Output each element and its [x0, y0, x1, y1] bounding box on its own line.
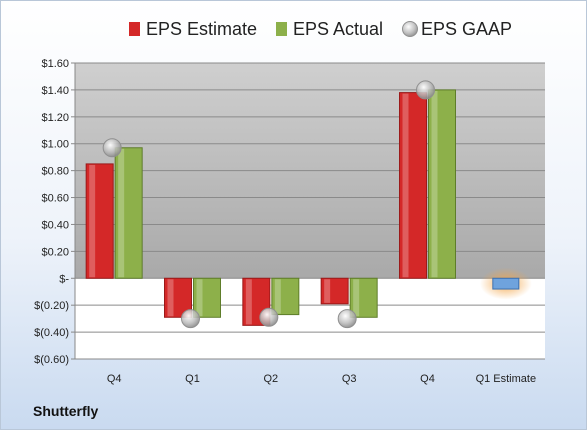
y-tick-label: $1.60 [41, 58, 69, 70]
legend-label: EPS Estimate [146, 19, 257, 39]
gaap-point [102, 138, 122, 158]
actual-bar [114, 147, 143, 279]
actual-bar [271, 277, 300, 316]
actual-bar-highlight [353, 279, 360, 317]
actual-bar-highlight [431, 90, 438, 278]
gaap-points [102, 80, 435, 329]
y-tick-label: $(0.60) [34, 354, 69, 366]
estimate-bar-highlight [402, 93, 409, 278]
actual-bar-highlight [196, 279, 203, 317]
y-tick-label: $1.40 [41, 85, 69, 97]
estimate-bar-highlight [167, 279, 174, 317]
actual-bar [349, 277, 378, 318]
x-axis: Q4 Q1 Q2 Q3 Q4 Q1 Estimate [107, 373, 536, 385]
legend-label: EPS GAAP [421, 19, 512, 39]
estimate-bar [85, 163, 114, 279]
y-tick-label: $0.80 [41, 166, 69, 178]
gaap-point [416, 80, 435, 100]
y-tick-label: $1.00 [41, 139, 69, 151]
legend-swatch [402, 21, 418, 37]
forecast-bar [492, 277, 520, 290]
x-tick-label: Q1 Estimate [476, 373, 537, 385]
y-tick-label: $- [59, 273, 69, 285]
y-axis: $1.60 $1.40 $1.20 $1.00 $0.80 $0.60 $0.40 $0.20… [34, 58, 76, 366]
estimate-bar [320, 277, 349, 305]
gaap-point [337, 309, 357, 329]
estimate-bar-highlight [245, 279, 252, 325]
actual-bar [193, 277, 221, 318]
legend-label: EPS Actual [293, 19, 383, 39]
x-tick-label: Q1 [185, 373, 200, 385]
x-tick-label: Q2 [263, 373, 278, 385]
company-name: Shutterfly [33, 403, 99, 419]
y-tick-label: $(0.20) [34, 300, 69, 312]
estimate-bar-highlight [89, 164, 96, 278]
actual-bar [428, 89, 456, 279]
legend-swatch [129, 22, 140, 36]
y-tick-label: $(0.40) [34, 327, 69, 339]
x-tick-label: Q4 [420, 373, 435, 385]
legend-swatch [276, 22, 287, 36]
y-tick-label: $1.20 [41, 112, 69, 124]
legend: EPS Estimate EPS Actual EPS GAAP [129, 19, 512, 39]
y-tick-label: $0.20 [41, 246, 69, 258]
plot-area [75, 62, 545, 360]
x-tick-label: Q3 [342, 373, 357, 385]
estimate-bar [399, 92, 427, 279]
y-tick-label: $0.40 [41, 219, 69, 231]
y-tick-label: $0.60 [41, 193, 69, 205]
estimate-bar-highlight [324, 279, 331, 303]
gaap-point [259, 307, 279, 327]
gaap-point [181, 309, 200, 329]
plot-background-negative [75, 278, 545, 359]
actual-bar-highlight [274, 279, 281, 314]
actual-bar-highlight [118, 148, 125, 278]
x-tick-label: Q4 [107, 373, 122, 385]
bars [85, 89, 532, 326]
